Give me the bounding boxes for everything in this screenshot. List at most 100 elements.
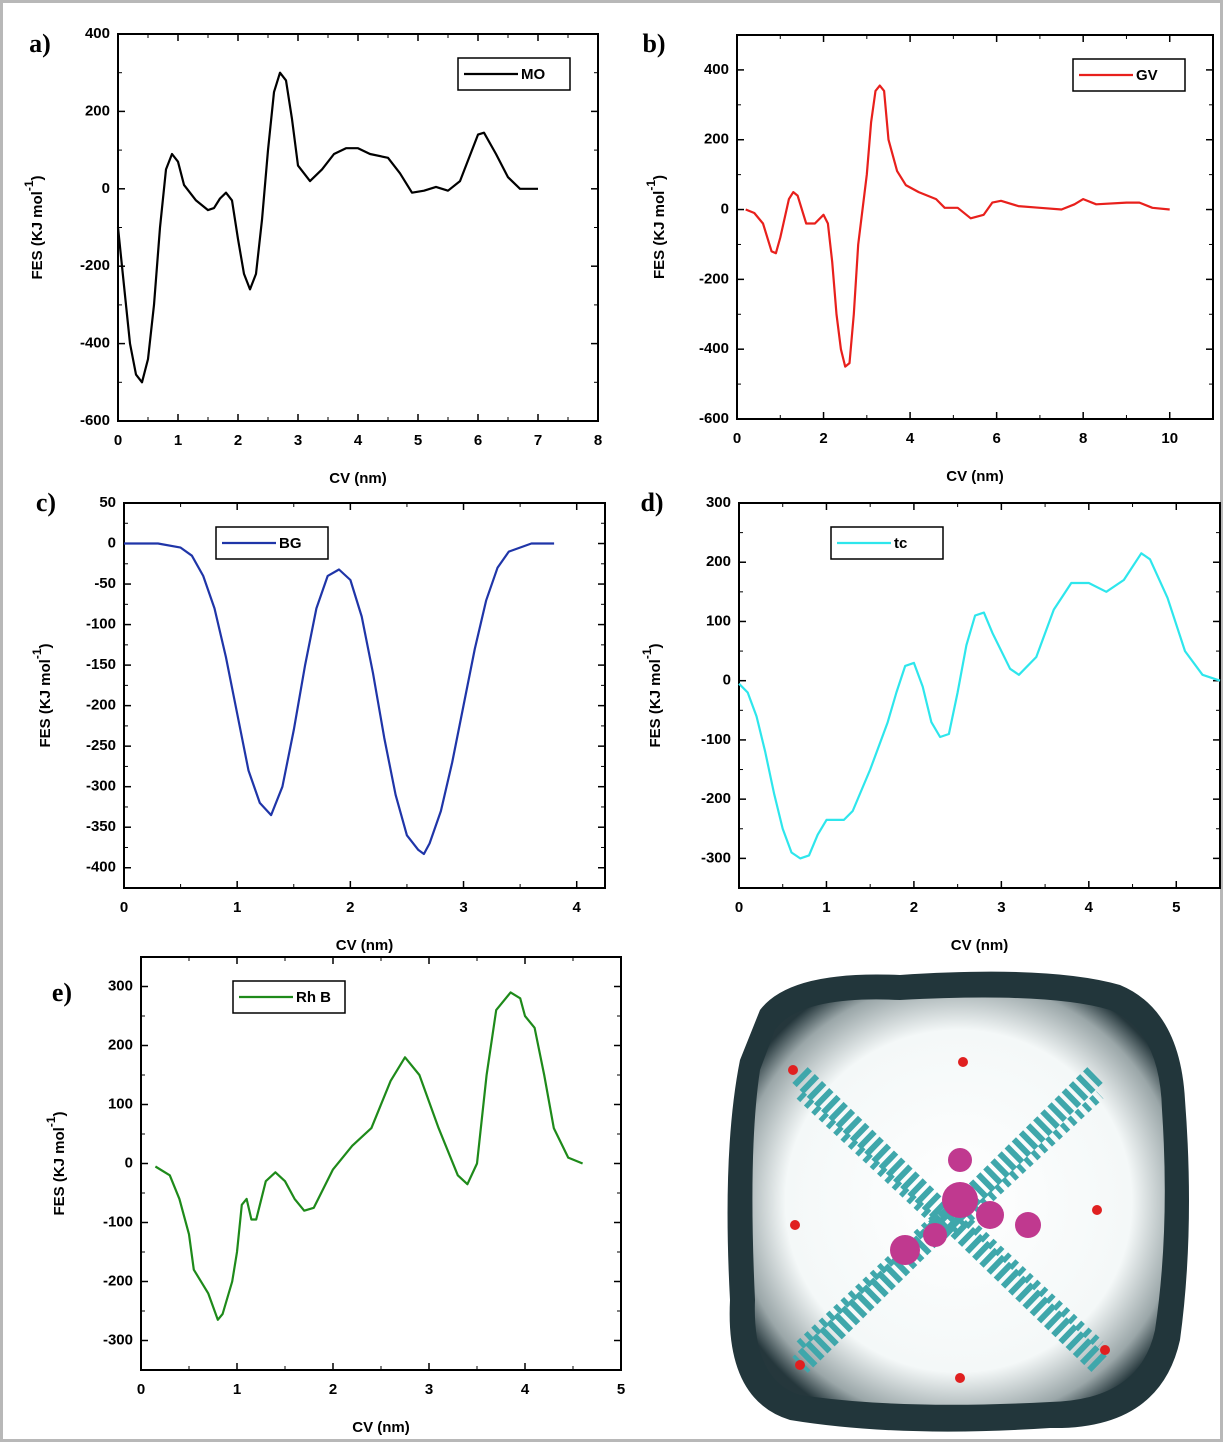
legend: tc [830, 526, 944, 560]
y-tick-label: -250 [86, 737, 116, 754]
legend-label: tc [894, 535, 907, 552]
legend-label: BG [279, 535, 302, 552]
x-axis-title: CV (nm) [951, 937, 1009, 954]
panel: d) 0 1 2 3 4 5 -300 -200 -100 0 100 200 300 CV (nm) FES… [640, 488, 1221, 954]
y-title-text: FES (KJ mol [51, 1127, 68, 1215]
y-title-end: ) [29, 175, 46, 180]
legend-label: GV [1136, 67, 1158, 84]
x-tick-label: 6 [474, 432, 482, 449]
line-series [745, 84, 1170, 368]
line-series [124, 542, 555, 856]
x-tick-label: 2 [346, 899, 354, 916]
x-tick-label: 10 [1161, 430, 1178, 447]
x-tick-label: 3 [997, 899, 1005, 916]
panel-label: b) [642, 29, 665, 58]
y-tick-label: 100 [706, 612, 731, 629]
x-tick-label: 1 [822, 899, 830, 916]
y-tick-label: -100 [701, 731, 731, 748]
plot-frame [736, 34, 1214, 420]
y-tick-label: -300 [86, 778, 116, 795]
y-tick-label: 0 [102, 180, 110, 197]
y-tick-label: -200 [701, 790, 731, 807]
x-tick-label: 4 [521, 1381, 530, 1398]
y-tick-label: -350 [86, 818, 116, 835]
panel-label: e) [52, 978, 72, 1007]
molecule-image [727, 971, 1189, 1432]
panel: c) 0 1 2 3 4 -400 -350 -300 -250 -200 -150 -100 -50 0 5… [30, 488, 606, 954]
x-tick-label: 3 [425, 1381, 433, 1398]
y-tick-label: -100 [103, 1213, 133, 1230]
y-title-text: FES (KJ mol [37, 659, 54, 747]
x-tick-label: 6 [992, 430, 1000, 447]
x-tick-label: 2 [910, 899, 918, 916]
x-tick-label: 2 [329, 1381, 337, 1398]
x-tick-label: 4 [906, 430, 915, 447]
x-tick-label: 0 [735, 899, 743, 916]
panel-label: d) [640, 488, 663, 517]
y-tick-label: 100 [108, 1095, 133, 1112]
y-tick-label: -200 [699, 270, 729, 287]
x-tick-label: 4 [354, 432, 363, 449]
y-title-sup: -1 [644, 180, 658, 191]
y-title-sup: -1 [30, 648, 44, 659]
y-tick-label: -300 [701, 849, 731, 866]
plot-frame [738, 502, 1221, 889]
y-title-end: ) [37, 643, 54, 648]
legend: GV [1072, 58, 1186, 92]
x-tick-label: 0 [733, 430, 741, 447]
y-tick-label: 0 [721, 201, 729, 218]
x-tick-label: 3 [459, 899, 467, 916]
y-title-text: FES (KJ mol [651, 191, 668, 279]
legend: Rh B [232, 980, 346, 1014]
legend: BG [215, 526, 329, 560]
x-tick-label: 5 [1172, 899, 1180, 916]
y-title-end: ) [647, 643, 664, 648]
x-tick-label: 0 [137, 1381, 145, 1398]
y-axis-title: FES (KJ mol-1) [644, 175, 668, 279]
x-tick-label: 7 [534, 432, 542, 449]
y-title-end: ) [651, 175, 668, 180]
y-tick-label: -200 [86, 697, 116, 714]
y-tick-label: 300 [108, 977, 133, 994]
y-title-sup: -1 [640, 648, 654, 659]
panel-label: c) [36, 488, 56, 517]
y-tick-label: 200 [85, 102, 110, 119]
line-series [154, 991, 584, 1321]
panel: a) 0 1 2 3 4 5 6 7 8 -600 -400 -200 0 200 400 CV (nm) FES… [22, 25, 602, 487]
line-series [738, 552, 1221, 860]
y-tick-label: -200 [80, 257, 110, 274]
x-tick-label: 0 [114, 432, 122, 449]
panel: b) 0 2 4 6 8 10 -600 -400 -200 0 200 400 CV (nm) FES (… [642, 29, 1214, 485]
panel: e) 0 1 2 3 4 5 -300 -200 -100 0 100 200 300 CV (nm) FES… [44, 956, 625, 1436]
x-tick-label: 0 [120, 899, 128, 916]
x-tick-label: 2 [234, 432, 242, 449]
y-tick-label: -400 [699, 340, 729, 357]
y-title-end: ) [51, 1111, 68, 1116]
x-tick-label: 2 [819, 430, 827, 447]
y-title-text: FES (KJ mol [647, 659, 664, 747]
y-tick-label: 200 [108, 1036, 133, 1053]
y-axis-title: FES (KJ mol-1) [640, 643, 664, 747]
y-tick-label: 0 [108, 534, 116, 551]
y-axis-title: FES (KJ mol-1) [30, 643, 54, 747]
x-axis-title: CV (nm) [336, 937, 394, 954]
x-axis-title: CV (nm) [329, 470, 387, 487]
y-title-sup: -1 [22, 180, 36, 191]
x-tick-label: 1 [233, 899, 241, 916]
legend-label: MO [521, 66, 545, 83]
y-tick-label: -600 [80, 412, 110, 429]
y-axis-title: FES (KJ mol-1) [22, 175, 46, 279]
legend-label: Rh B [296, 989, 331, 1006]
line-series [116, 71, 538, 384]
x-tick-label: 8 [594, 432, 602, 449]
x-tick-label: 5 [617, 1381, 625, 1398]
plot-frame [123, 502, 606, 889]
x-tick-label: 3 [294, 432, 302, 449]
x-tick-label: 1 [174, 432, 182, 449]
y-tick-label: -400 [80, 335, 110, 352]
y-tick-label: -300 [103, 1331, 133, 1348]
y-tick-label: -200 [103, 1272, 133, 1289]
x-tick-label: 5 [414, 432, 422, 449]
x-axis-title: CV (nm) [352, 1419, 410, 1436]
x-tick-label: 8 [1079, 430, 1087, 447]
